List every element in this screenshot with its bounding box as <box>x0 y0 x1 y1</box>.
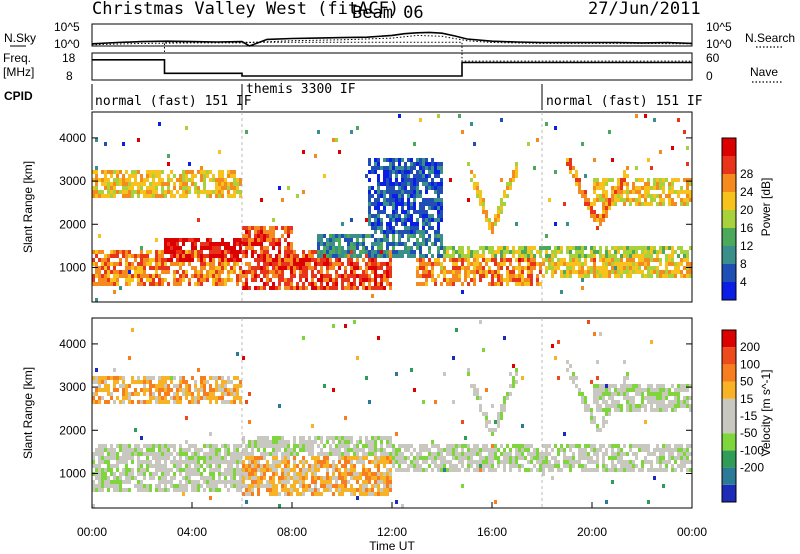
power-colorbar-swatch <box>722 138 736 156</box>
nave-right-tick-bottom: 0 <box>706 69 713 83</box>
velocity-colorbar-tick: 50 <box>740 375 754 389</box>
velocity-colorbar-tick: -200 <box>740 461 764 475</box>
velocity-xlabel: Time UT <box>369 539 415 553</box>
nsky-right-tick-top: 10^5 <box>706 20 732 34</box>
velocity-colorbar-tick: -100 <box>740 443 764 457</box>
velocity-ytick-label: 1000 <box>59 466 86 480</box>
power-colorbar-swatch <box>722 210 736 228</box>
velocity-colorbar-swatch <box>722 484 736 502</box>
nsky-left-tick-bottom: 10^0 <box>54 37 80 51</box>
velocity-colorbar-swatch <box>722 364 736 382</box>
power-colorbar-swatch <box>722 282 736 300</box>
velocity-heatmap-cells <box>92 320 692 508</box>
cpid-strip: CPID normal (fast) 151 IF themis 3300 IF… <box>4 82 703 110</box>
nsky-frame <box>91 23 693 47</box>
velocity-colorbar-swatch <box>722 467 736 485</box>
nave-right-tick-top: 60 <box>706 51 720 65</box>
velocity-colorbar-tick: 100 <box>740 357 760 371</box>
power-ytick-label: 3000 <box>59 174 86 188</box>
nave-label: Nave <box>750 65 778 79</box>
power-colorbar-swatch <box>722 174 736 192</box>
freq-panel: Freq. [MHz] 18 8 60 0 Nave <box>3 41 782 83</box>
freq-series-line <box>92 58 692 77</box>
figure-title: Christmas Valley West (fitACF) <box>92 0 399 19</box>
velocity-xtick-label: 00:00 <box>77 525 107 539</box>
beam-label: Beam 06 <box>352 3 424 23</box>
velocity-colorbar-swatch <box>722 433 736 451</box>
power-colorbar-tick: 8 <box>740 257 747 271</box>
power-frame <box>91 111 693 303</box>
power-colorbar-swatch <box>722 264 736 282</box>
nave-series-line <box>92 41 692 62</box>
power-colorbar-tick: 12 <box>740 239 754 253</box>
velocity-xtick-label: 00:00 <box>677 525 707 539</box>
power-ytick-label: 2000 <box>59 217 86 231</box>
velocity-ytick-label: 3000 <box>59 380 86 394</box>
freq-unit: [MHz] <box>3 65 34 79</box>
nsearch-label: N.Search <box>745 31 795 45</box>
velocity-colorbar-swatch <box>722 347 736 365</box>
freq-frame <box>91 52 693 81</box>
velocity-ylabel: Slant Range [km] <box>21 367 35 459</box>
power-colorbar-tick: 28 <box>740 167 754 181</box>
velocity-colorbar-swatch <box>722 381 736 399</box>
nsky-left-tick-top: 10^5 <box>54 20 80 34</box>
power-colorbar-tick: 20 <box>740 203 754 217</box>
power-ytick-label: 1000 <box>59 260 86 274</box>
velocity-colorbar-swatch <box>722 398 736 416</box>
power-colorbar-label: Power [dB] <box>759 178 773 237</box>
nsky-label: N.Sky <box>4 31 36 45</box>
velocity-xtick-label: 20:00 <box>577 525 607 539</box>
nsearch-series-line <box>91 34 693 46</box>
velocity-xtick-label: 16:00 <box>477 525 507 539</box>
velocity-colorbar-label-text: Velocity [m s^-1] <box>759 370 773 457</box>
power-colorbar: 4 8 12 16 20 24 28 <box>721 137 754 301</box>
cpid-segment-1: normal (fast) 151 IF <box>95 94 252 109</box>
power-colorbar-swatch <box>722 156 736 174</box>
cpid-segment-2: themis 3300 IF <box>246 82 356 97</box>
velocity-colorbar-swatch <box>722 416 736 434</box>
velocity-colorbar: 200 100 50 15 -15 -50 -100 -200 <box>721 329 764 503</box>
power-heatmap-cells <box>92 114 692 302</box>
velocity-colorbar-tick: -50 <box>740 426 758 440</box>
velocity-xtick-label: 12:00 <box>377 525 407 539</box>
nsky-series-line <box>91 31 693 47</box>
velocity-yticks: 1000 2000 3000 4000 <box>59 337 692 480</box>
power-colorbar-swatch <box>722 246 736 264</box>
velocity-panel: 1000 2000 3000 4000 00:00 04:00 08:00 12:00 16:… <box>21 317 773 553</box>
nsky-panel: N.Sky 10^5 10^0 10^5 10^0 N.Search <box>4 20 795 51</box>
velocity-ytick-label: 4000 <box>59 337 86 351</box>
power-colorbar-tick: 16 <box>740 221 754 235</box>
velocity-colorbar-swatch <box>722 450 736 468</box>
power-colorbar-swatch <box>722 192 736 210</box>
power-colorbar-tick: 24 <box>740 185 754 199</box>
velocity-xtick-label: 04:00 <box>177 525 207 539</box>
velocity-colorbar-frame <box>721 329 737 503</box>
velocity-colorbar-tick: 200 <box>740 340 760 354</box>
date-label: 27/Jun/2011 <box>588 0 701 19</box>
velocity-ytick-label: 2000 <box>59 423 86 437</box>
velocity-colorbar-label: Velocity [m s^-1] <box>759 370 773 457</box>
freq-left-tick-top: 18 <box>62 51 76 65</box>
velocity-xtick-label: 08:00 <box>277 525 307 539</box>
velocity-xticks: 00:00 04:00 08:00 12:00 16:00 20:00 00:00 <box>77 502 707 539</box>
cpid-label: CPID <box>4 89 33 103</box>
power-ytick-label: 4000 <box>59 131 86 145</box>
freq-label: Freq. <box>3 51 31 65</box>
power-panel: 1000 2000 3000 4000 Slant Range [km] 4 8 12 16… <box>21 111 773 303</box>
velocity-colorbar-tick: 15 <box>740 392 754 406</box>
velocity-colorbar-tick: -15 <box>740 409 758 423</box>
velocity-colorbar-swatch <box>722 330 736 348</box>
power-colorbar-frame <box>721 137 737 301</box>
cpid-segment-3: normal (fast) 151 IF <box>546 94 703 109</box>
freq-left-tick-bottom: 8 <box>66 69 73 83</box>
power-colorbar-swatch <box>722 228 736 246</box>
power-colorbar-tick: 4 <box>740 275 747 289</box>
power-ylabel: Slant Range [km] <box>21 161 35 253</box>
nsky-right-tick-bottom: 10^0 <box>706 37 732 51</box>
power-yticks: 1000 2000 3000 4000 <box>59 131 692 274</box>
